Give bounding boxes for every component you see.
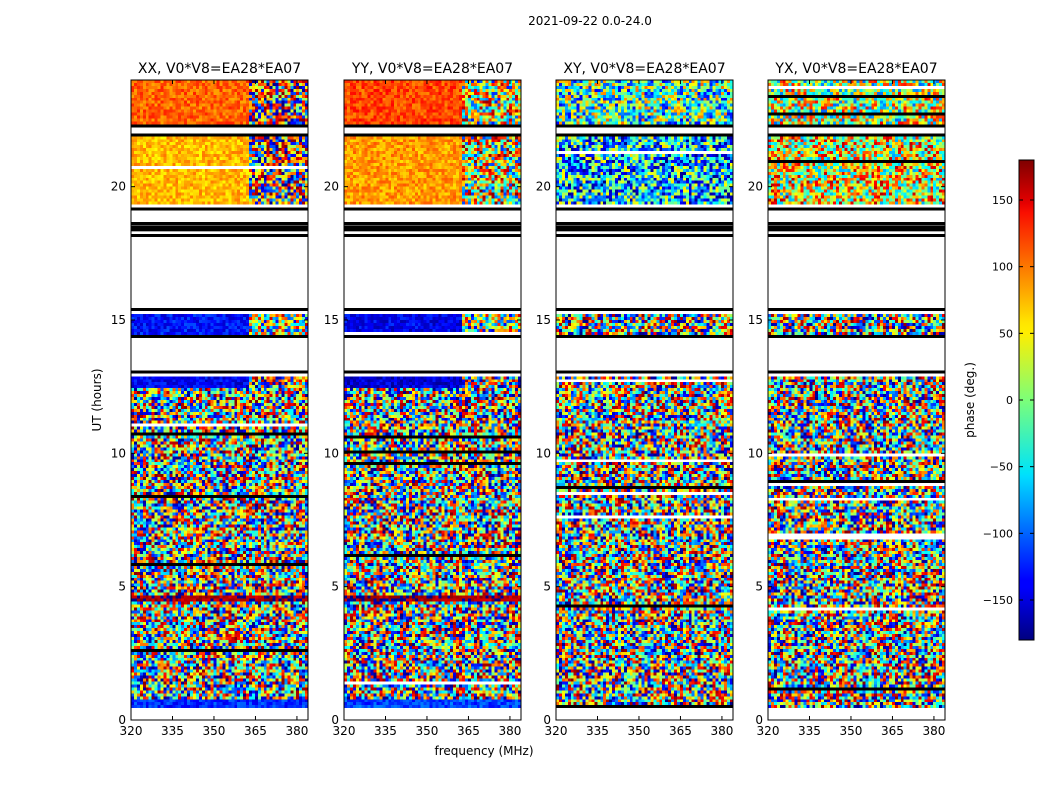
y-axis-label: UT (hours) [90, 368, 104, 431]
x-tick-label: 380 [285, 724, 308, 738]
x-tick-label: 335 [374, 724, 397, 738]
x-tick-label: 350 [416, 724, 439, 738]
colorbar-tick-label: 50 [999, 327, 1013, 340]
x-tick-label: 350 [628, 724, 651, 738]
colorbar-tick-label: −50 [990, 461, 1013, 474]
flag-bar [344, 225, 521, 232]
colorbar-tick-label: −150 [983, 594, 1013, 607]
flag-bar [131, 225, 308, 232]
flag-bar [768, 225, 945, 232]
y-tick-label: 10 [536, 446, 551, 460]
y-tick-label: 15 [748, 313, 763, 327]
x-tick-label: 380 [710, 724, 733, 738]
panel-title: YY, V0*V8=EA28*EA07 [351, 61, 513, 77]
x-tick-label: 320 [545, 724, 568, 738]
x-axis-label: frequency (MHz) [434, 744, 533, 758]
y-tick-label: 0 [543, 713, 551, 727]
heatmap-cells [131, 80, 308, 720]
heatmap-panel-3: XY, V0*V8=EA28*EA07 320 335 350 365 380 0 5 10 15… [536, 61, 734, 738]
flag-bar [556, 225, 733, 232]
axes-frame [555, 79, 734, 721]
axes-frame [130, 79, 309, 721]
axes-frame [767, 79, 946, 721]
colorbar-tick-label: 100 [992, 261, 1013, 274]
x-tick-label: 380 [498, 724, 521, 738]
x-tick-label: 320 [757, 724, 780, 738]
colorbar-tick-label: −100 [983, 527, 1013, 540]
y-tick-label: 20 [324, 180, 339, 194]
y-tick-label: 10 [748, 446, 763, 460]
y-tick-label: 10 [111, 446, 126, 460]
colorbar-tick-label: 150 [992, 194, 1013, 207]
heatmap-panel-1: XX, V0*V8=EA28*EA07 320 335 350 365 380 0 5 10 15… [90, 61, 309, 738]
x-tick-label: 350 [840, 724, 863, 738]
panel-title: YX, V0*V8=EA28*EA07 [774, 61, 937, 77]
y-tick-label: 5 [755, 580, 763, 594]
x-tick-label: 365 [669, 724, 692, 738]
heatmap-cells [556, 80, 733, 720]
y-tick-label: 0 [755, 713, 763, 727]
x-tick-label: 365 [881, 724, 904, 738]
y-tick-label: 5 [118, 580, 126, 594]
x-tick-label: 365 [244, 724, 267, 738]
y-tick-label: 0 [331, 713, 339, 727]
x-tick-label: 380 [922, 724, 945, 738]
heatmap-panel-2: YY, V0*V8=EA28*EA07 320 335 350 365 380 0 5 10 15… [324, 61, 534, 758]
x-tick-label: 335 [798, 724, 821, 738]
y-tick-label: 0 [118, 713, 126, 727]
y-tick-label: 20 [748, 180, 763, 194]
colorbar: 150 100 50 0 −50 −100 −150 phase (deg.) [963, 159, 1035, 641]
x-tick-label: 365 [457, 724, 480, 738]
y-tick-label: 5 [543, 580, 551, 594]
panel-title: XX, V0*V8=EA28*EA07 [138, 61, 301, 77]
panel-title: XY, V0*V8=EA28*EA07 [563, 61, 725, 77]
x-tick-label: 335 [586, 724, 609, 738]
y-tick-label: 15 [536, 313, 551, 327]
axes-frame [343, 79, 522, 721]
heatmap-panel-4: YX, V0*V8=EA28*EA07 320 335 350 365 380 0 5 10 15… [748, 61, 946, 738]
y-tick-label: 20 [536, 180, 551, 194]
heatmap-cells [768, 80, 945, 720]
colorbar-label: phase (deg.) [963, 362, 977, 438]
y-tick-label: 20 [111, 180, 126, 194]
colorbar-tick-label: 0 [1006, 394, 1013, 407]
x-tick-label: 320 [120, 724, 143, 738]
heatmap-cells [344, 80, 521, 720]
y-tick-label: 15 [111, 313, 126, 327]
y-tick-label: 5 [331, 580, 339, 594]
x-tick-label: 350 [203, 724, 226, 738]
y-tick-label: 10 [324, 446, 339, 460]
x-tick-label: 320 [333, 724, 356, 738]
figure-title: 2021-09-22 0.0-24.0 [528, 14, 652, 28]
x-tick-label: 335 [161, 724, 184, 738]
y-tick-label: 15 [324, 313, 339, 327]
